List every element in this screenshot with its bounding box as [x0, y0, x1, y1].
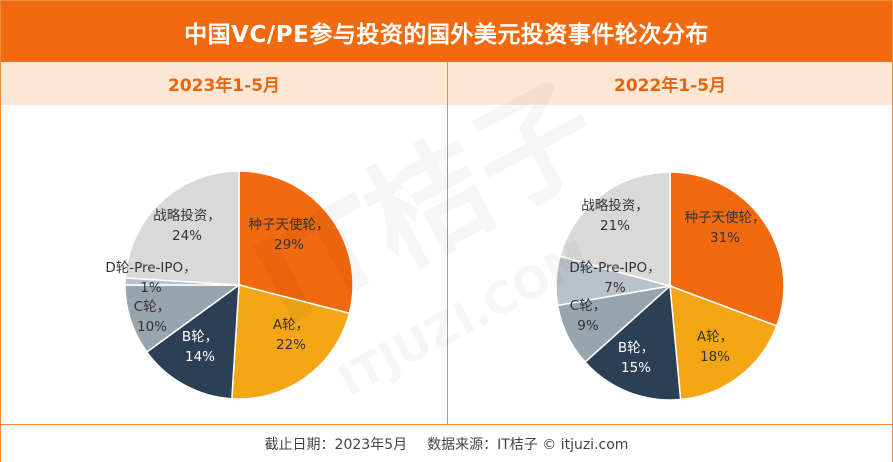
- pie-chart-2022: 种子天使轮， 31% A轮， 18% B轮， 15% C轮， 9% D轮-Pre-IPO， 7% 战…: [555, 171, 785, 401]
- slice-value-label: 9%: [577, 318, 599, 334]
- pie-slice: [231, 284, 351, 400]
- subtitle-2023: 2023年1-5月: [1, 62, 447, 105]
- slice-category-label: A轮，: [697, 329, 733, 345]
- pie-slice: [124, 284, 242, 354]
- slice-category-label: 战略投资，: [153, 208, 221, 224]
- slice-category-label: A轮，: [273, 317, 309, 333]
- pie-slice: [669, 284, 778, 401]
- slice-value-label: 14%: [185, 349, 215, 365]
- pie-slice: [124, 170, 240, 286]
- footer-source: 数据来源：IT桔子 © itjuzi.com: [427, 436, 629, 453]
- slice-category-label: 战略投资，: [581, 198, 649, 214]
- slice-value-label: 10%: [137, 319, 167, 335]
- slice-category-label: 种子天使轮，: [249, 216, 330, 233]
- slice-value-label: 29%: [274, 237, 304, 253]
- slice-value-label: 1%: [140, 280, 162, 296]
- pie-slice: [145, 283, 240, 400]
- chart-title: 中国VC/PE参与投资的国外美元投资事件轮次分布: [1, 1, 892, 62]
- slice-category-label: D轮-Pre-IPO，: [569, 260, 660, 276]
- pie-slice: [669, 171, 785, 327]
- slice-value-label: 22%: [276, 337, 306, 353]
- slice-category-label: C轮，: [134, 299, 170, 315]
- footer: 截止日期：2023年5月 数据来源：IT桔子 © itjuzi.com: [1, 424, 892, 462]
- pie-slice: [238, 170, 354, 315]
- slice-value-label: 31%: [710, 230, 740, 246]
- slice-category-label: B轮，: [182, 329, 218, 345]
- slice-category-label: 种子天使轮，: [685, 209, 766, 226]
- pie-slice: [559, 171, 671, 287]
- footer-cutoff: 截止日期：2023年5月: [264, 436, 408, 453]
- slice-value-label: 21%: [600, 218, 630, 234]
- slice-category-label: D轮-Pre-IPO，: [105, 260, 196, 276]
- slice-category-label: C轮，: [570, 298, 606, 314]
- pie-chart-2023: 种子天使轮， 29% A轮， 22% B轮， 14% C轮， 10% D轮-Pre-IPO， 1%…: [105, 170, 354, 400]
- panel-divider: [447, 62, 448, 424]
- slice-value-label: 24%: [172, 228, 202, 244]
- panel-2022: 2022年1-5月 种子天使轮， 31% A轮， 18% B轮， 15% C轮， 9% D轮-P…: [448, 62, 892, 424]
- slice-value-label: 15%: [621, 360, 651, 376]
- pie-slice: [584, 284, 682, 401]
- slice-category-label: B轮，: [618, 340, 654, 356]
- subtitle-2022: 2022年1-5月: [448, 62, 892, 105]
- panel-2023: 2023年1-5月 种子天使轮， 29% A轮， 22% B轮， 14% C轮， 10% D轮-…: [1, 62, 447, 424]
- slice-value-label: 18%: [700, 349, 730, 365]
- slice-value-label: 7%: [604, 280, 626, 296]
